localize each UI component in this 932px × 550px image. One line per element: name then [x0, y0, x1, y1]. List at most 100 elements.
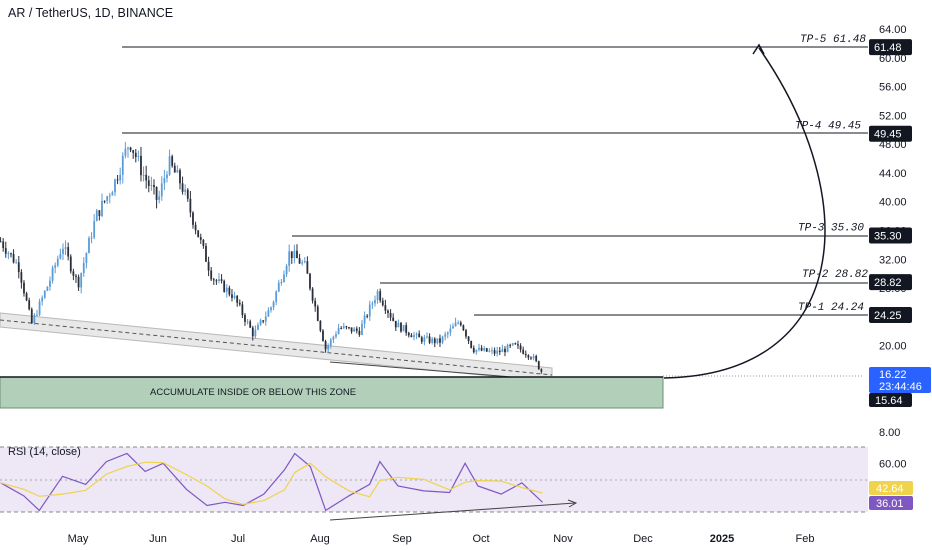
descending-channel-band [0, 312, 553, 383]
candle-body [394, 320, 397, 328]
candle-body [296, 250, 298, 259]
candle-body [496, 350, 499, 354]
target-label: TP-2 28.82 [802, 269, 868, 281]
candle-body [77, 276, 80, 288]
candle-body [28, 300, 31, 310]
candle-body [150, 185, 153, 187]
candle-body [355, 328, 358, 331]
candle-body [15, 262, 18, 264]
candle-body [212, 279, 215, 281]
candle-body [215, 280, 218, 282]
candle-body [241, 304, 244, 316]
target-label: TP-3 35.30 [798, 223, 864, 235]
candle-body [12, 253, 15, 263]
candle-body [129, 147, 132, 151]
candle-body [324, 341, 327, 350]
candle-body [368, 304, 371, 317]
candle-body [415, 333, 418, 336]
candle-body [436, 338, 439, 344]
candle-body [511, 343, 514, 346]
candle-body [483, 348, 486, 351]
candle-body [517, 344, 519, 346]
candle-body [225, 287, 228, 292]
candle-body [160, 183, 163, 197]
candle-body [439, 338, 441, 343]
candle-body [251, 327, 254, 337]
candle-body [236, 295, 239, 303]
candle-body [493, 350, 496, 354]
candle-body [407, 332, 410, 336]
candle-body [509, 344, 512, 346]
rsi-line [0, 452, 543, 512]
candle-body [446, 332, 449, 335]
candle-body [431, 338, 434, 343]
candle-body [54, 265, 57, 268]
candle-body [371, 303, 374, 305]
candle-body [535, 356, 538, 362]
candle-body [329, 339, 332, 346]
candle-body [233, 295, 236, 298]
target-price-tag-text: 24.25 [874, 310, 902, 322]
candle-body [280, 282, 283, 284]
candle-body [38, 301, 41, 315]
countdown-text: 23:44:46 [879, 381, 922, 393]
rsi-ma-text: 42.64 [876, 483, 904, 495]
candle-body [17, 262, 20, 273]
channel-midline [0, 319, 553, 376]
candle-body [23, 282, 25, 294]
candle-body [293, 250, 296, 259]
candle-body [478, 347, 480, 350]
candle-body [314, 300, 317, 307]
target-price-tag [869, 39, 912, 56]
candle-body [168, 156, 171, 175]
candle-body [537, 361, 540, 370]
candle-body [410, 335, 413, 338]
candle-body [428, 336, 431, 343]
candle-body [514, 343, 517, 345]
candle-body [67, 247, 70, 257]
candle-body [290, 251, 293, 259]
rsi-ma-tag [869, 481, 913, 495]
candle-body [454, 322, 457, 327]
projection-curve [663, 47, 826, 379]
candle-body [249, 321, 252, 328]
candle-body [210, 270, 213, 280]
candle-body [491, 350, 493, 352]
target-label: TP-4 49.45 [795, 121, 861, 133]
symbol-title[interactable]: AR / TetherUS, 1D, BINANCE [8, 6, 174, 20]
candle-body [20, 272, 23, 283]
time-axis[interactable]: May Jun Jul Aug Sep Oct Nov Dec 2025 Feb [68, 533, 815, 545]
candle-body [337, 328, 340, 335]
candle-body [223, 280, 226, 292]
candle-body [145, 174, 148, 181]
candle-body [540, 369, 543, 372]
candle-body [7, 253, 10, 255]
target-price-tag-text: 49.45 [874, 129, 902, 141]
candle-body [257, 324, 259, 330]
target-price-tag [869, 125, 912, 142]
candle-body [155, 187, 158, 200]
candle-body [101, 200, 103, 217]
candle-body [69, 256, 72, 272]
rsi-title[interactable]: RSI (14, close) [8, 446, 81, 458]
rsi-band [0, 447, 868, 512]
candle-body [254, 329, 257, 337]
price-tick-label: 56.00 [879, 82, 907, 94]
candle-body [244, 315, 246, 322]
candle-body [467, 336, 470, 341]
candle-body [246, 321, 249, 323]
candle-body [82, 263, 85, 274]
price-tick-label: 60.00 [879, 53, 907, 65]
candle-body [140, 155, 142, 176]
candle-body [501, 348, 504, 353]
candle-body [384, 305, 387, 311]
candle-body [10, 253, 12, 255]
price-tick-label: 48.00 [879, 139, 907, 151]
candle-body [335, 334, 337, 337]
candle-body [480, 347, 483, 351]
candle-body [522, 349, 525, 354]
candle-body [103, 200, 106, 202]
candle-body [199, 237, 202, 240]
